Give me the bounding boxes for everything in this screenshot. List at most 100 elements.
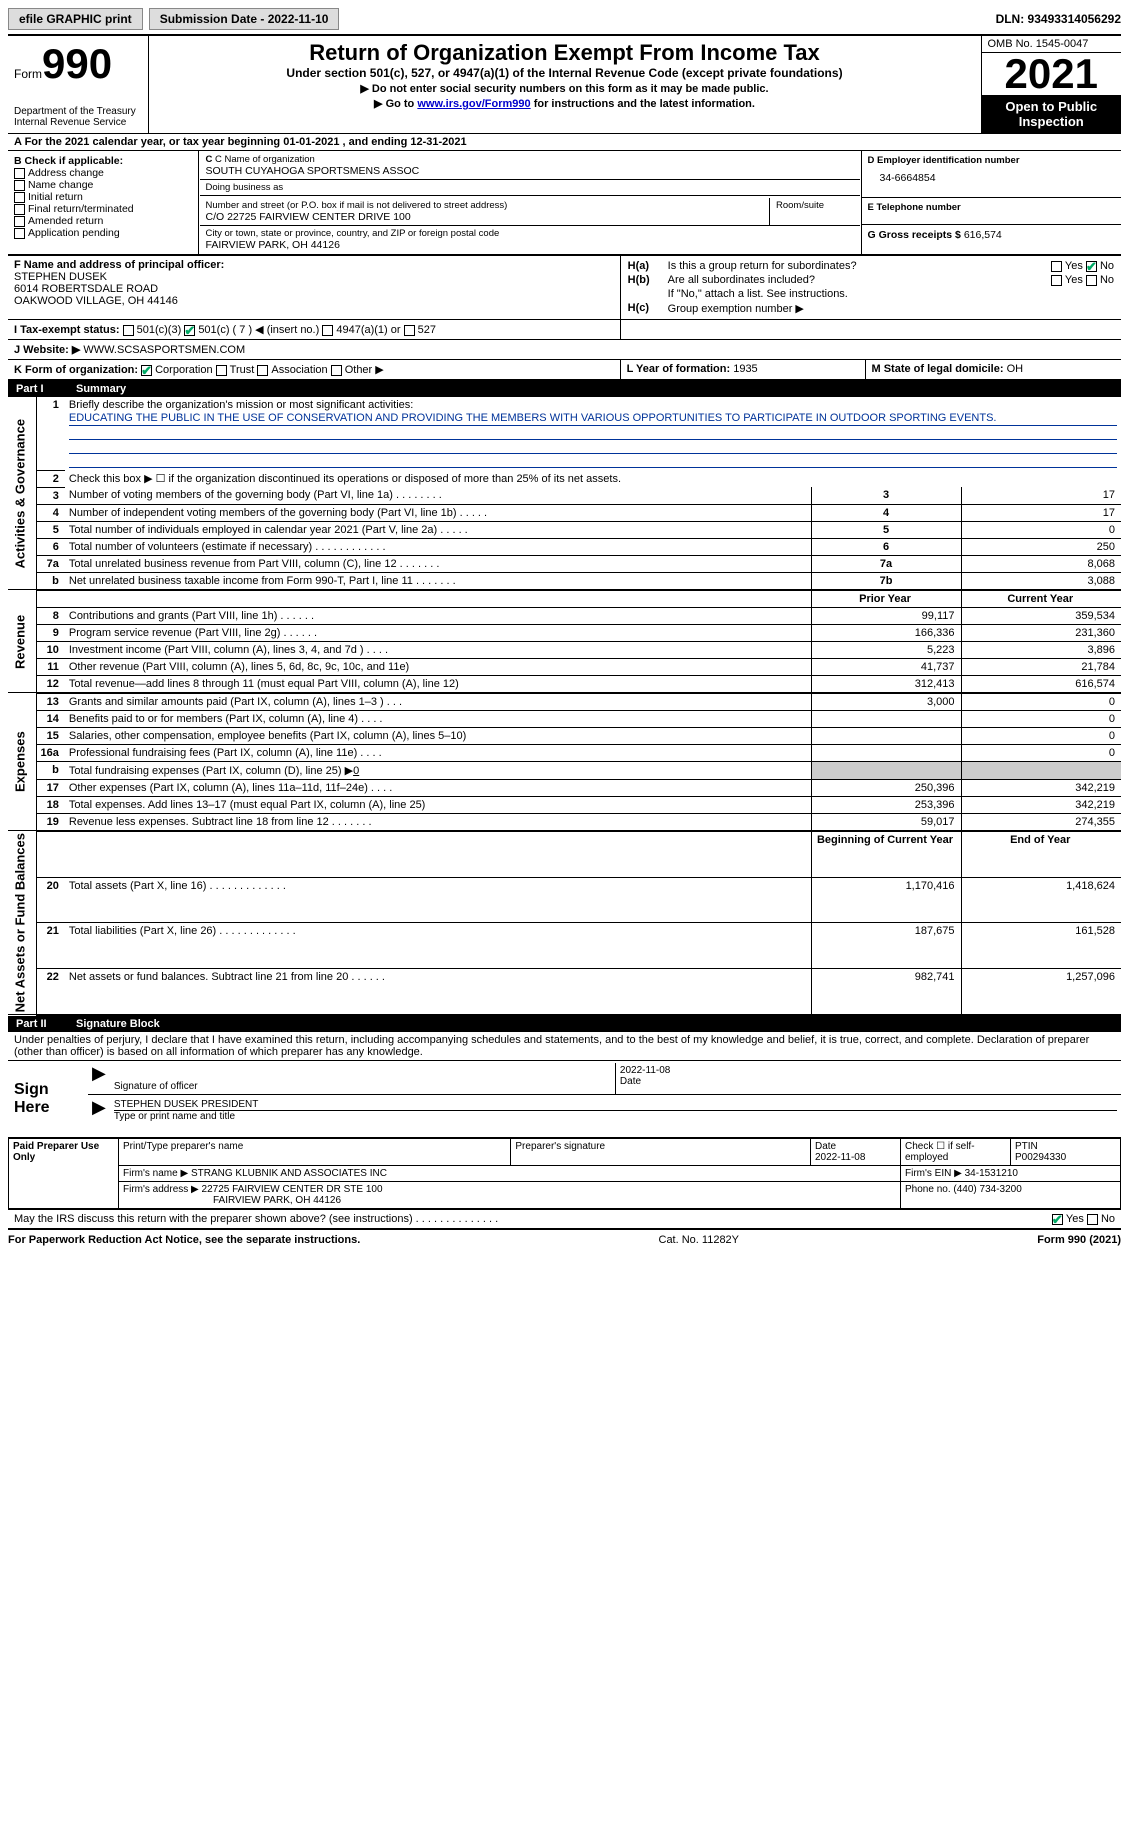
footer-left: For Paperwork Reduction Act Notice, see … <box>8 1234 360 1246</box>
org-form-row: K Form of organization: Corporation Trus… <box>8 360 1121 381</box>
irs-label: Internal Revenue Service <box>14 117 142 128</box>
v7a: 8,068 <box>961 555 1121 572</box>
side-net: Net Assets or Fund Balances <box>8 831 36 1015</box>
room-label: Room/suite <box>776 200 854 211</box>
prep-title: Paid Preparer Use Only <box>9 1138 119 1209</box>
form-number: 990 <box>42 40 112 87</box>
sig-declaration: Under penalties of perjury, I declare th… <box>8 1032 1121 1061</box>
street-value: C/O 22725 FAIRVIEW CENTER DRIVE 100 <box>206 211 764 223</box>
box-f-label: F Name and address of principal officer: <box>14 259 614 271</box>
website-value: WWW.SCSASPORTSMEN.COM <box>80 344 245 356</box>
l2: Check this box ▶ ☐ if the organization d… <box>65 470 1121 487</box>
sign-here-block: Sign Here ▶ Signature of officer 2022-11… <box>8 1061 1121 1137</box>
l1-label: Briefly describe the organization's miss… <box>69 399 1117 411</box>
sign-here-label: Sign Here <box>8 1061 88 1137</box>
summary-table: Activities & Governance 1 Briefly descri… <box>8 397 1121 1016</box>
chk-501c3[interactable] <box>123 325 134 336</box>
current-hdr: Current Year <box>961 590 1121 608</box>
firm-name: STRANG KLUBNIK AND ASSOCIATES INC <box>191 1168 387 1179</box>
ha-text: Is this a group return for subordinates? <box>667 259 1005 273</box>
dln-label: DLN: 93493314056292 <box>996 12 1121 26</box>
side-expenses: Expenses <box>8 693 36 831</box>
ptin: P00294330 <box>1015 1152 1116 1163</box>
part2-header: Part IISignature Block <box>8 1016 1121 1032</box>
goto-notice: ▶ Go to www.irs.gov/Form990 for instruct… <box>155 97 975 110</box>
v4: 17 <box>961 504 1121 521</box>
hb-no[interactable] <box>1086 275 1097 286</box>
efile-button[interactable]: efile GRAPHIC print <box>8 8 143 30</box>
ein-value: 34-6664854 <box>868 166 1116 184</box>
v5: 0 <box>961 521 1121 538</box>
city-label: City or town, state or province, country… <box>206 228 854 239</box>
v6: 250 <box>961 538 1121 555</box>
officer-addr2: OAKWOOD VILLAGE, OH 44146 <box>14 295 614 307</box>
main-info-grid: B Check if applicable: Address change Na… <box>8 151 1121 256</box>
officer-addr1: 6014 ROBERTSDALE ROAD <box>14 283 614 295</box>
tax-status-row: I Tax-exempt status: 501(c)(3) 501(c) ( … <box>8 320 1121 340</box>
ssn-notice: ▶ Do not enter social security numbers o… <box>155 82 975 95</box>
gross-receipts-label: G Gross receipts $ <box>868 229 961 241</box>
hb-text: Are all subordinates included? <box>667 273 1005 287</box>
tax-year: 2021 <box>982 53 1122 95</box>
website-row: J Website: ▶ WWW.SCSASPORTSMEN.COM <box>8 340 1121 360</box>
hb-yes[interactable] <box>1051 275 1062 286</box>
phone-label: E Telephone number <box>868 202 1116 213</box>
year-formation: 1935 <box>733 363 757 375</box>
ha-no[interactable] <box>1086 261 1097 272</box>
chk-4947[interactable] <box>322 325 333 336</box>
chk-amended[interactable] <box>14 216 25 227</box>
form-header: Form990 Department of the Treasury Inter… <box>8 34 1121 134</box>
discuss-yes[interactable] <box>1052 1214 1063 1225</box>
top-bar: efile GRAPHIC print Submission Date - 20… <box>8 8 1121 30</box>
ha-yes[interactable] <box>1051 261 1062 272</box>
sig-date: 2022-11-08 <box>620 1065 1117 1076</box>
org-name-label: C C Name of organization <box>206 154 854 165</box>
page-footer: For Paperwork Reduction Act Notice, see … <box>8 1230 1121 1246</box>
l1-value: EDUCATING THE PUBLIC IN THE USE OF CONSE… <box>69 411 1117 426</box>
chk-initial-return[interactable] <box>14 192 25 203</box>
part1-header: Part ISummary <box>8 381 1121 397</box>
org-name: SOUTH CUYAHOGA SPORTSMENS ASSOC <box>206 165 854 177</box>
firm-addr2: FAIRVIEW PARK, OH 44126 <box>123 1195 341 1206</box>
dept-label: Department of the Treasury <box>14 106 142 117</box>
form-subtitle: Under section 501(c), 527, or 4947(a)(1)… <box>155 66 975 80</box>
firm-addr1: 22725 FAIRVIEW CENTER DR STE 100 <box>202 1184 383 1195</box>
hc-text: Group exemption number ▶ <box>667 301 1115 316</box>
officer-name: STEPHEN DUSEK <box>14 271 614 283</box>
street-label: Number and street (or P.O. box if mail i… <box>206 200 764 211</box>
chk-other[interactable] <box>331 365 342 376</box>
form-title: Return of Organization Exempt From Incom… <box>155 40 975 66</box>
form-label: Form <box>14 67 42 81</box>
hb-note: If "No," attach a list. See instructions… <box>667 287 1115 301</box>
side-revenue: Revenue <box>8 590 36 693</box>
officer-group-row: F Name and address of principal officer:… <box>8 256 1121 320</box>
preparer-table: Paid Preparer Use Only Print/Type prepar… <box>8 1137 1121 1210</box>
irs-link[interactable]: www.irs.gov/Form990 <box>417 98 530 110</box>
chk-assoc[interactable] <box>257 365 268 376</box>
discuss-row: May the IRS discuss this return with the… <box>8 1210 1121 1230</box>
eoy-hdr: End of Year <box>961 831 1121 878</box>
officer-name-title: STEPHEN DUSEK PRESIDENT <box>114 1099 1117 1110</box>
box-b-title: B Check if applicable: <box>14 155 192 167</box>
chk-trust[interactable] <box>216 365 227 376</box>
chk-address-change[interactable] <box>14 168 25 179</box>
chk-app-pending[interactable] <box>14 228 25 239</box>
chk-name-change[interactable] <box>14 180 25 191</box>
footer-right: Form 990 (2021) <box>1037 1234 1121 1246</box>
side-activities: Activities & Governance <box>8 397 36 590</box>
dba-label: Doing business as <box>206 182 854 193</box>
submission-button[interactable]: Submission Date - 2022-11-10 <box>149 8 340 30</box>
chk-final-return[interactable] <box>14 204 25 215</box>
chk-501c[interactable] <box>184 325 195 336</box>
ein-label: D Employer identification number <box>868 155 1116 166</box>
chk-527[interactable] <box>404 325 415 336</box>
chk-corp[interactable] <box>141 365 152 376</box>
prior-hdr: Prior Year <box>811 590 961 608</box>
gross-receipts-value: 616,574 <box>964 229 1002 241</box>
footer-mid: Cat. No. 11282Y <box>659 1234 740 1246</box>
discuss-no[interactable] <box>1087 1214 1098 1225</box>
state-domicile: OH <box>1007 363 1024 375</box>
firm-ein: 34-1531210 <box>965 1168 1018 1179</box>
firm-phone: (440) 734-3200 <box>953 1184 1021 1195</box>
v3: 17 <box>961 487 1121 504</box>
